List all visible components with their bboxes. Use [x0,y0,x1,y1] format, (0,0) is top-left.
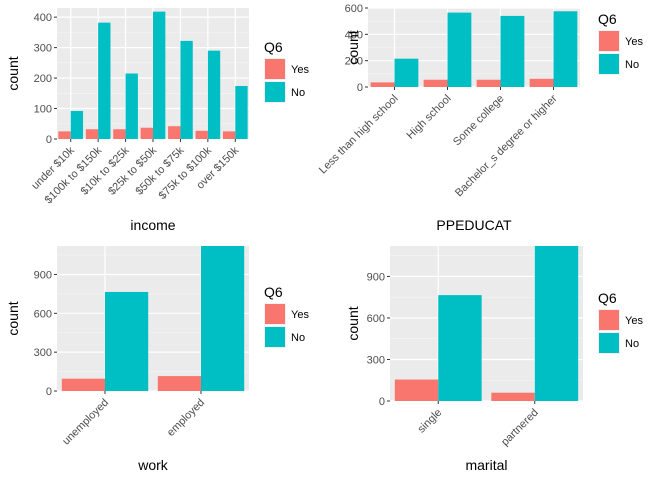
legend-label-no: No [291,87,305,99]
bar-no [553,11,578,88]
y-tick-label: 400 [345,29,363,41]
bar-yes [491,392,535,401]
x-axis-title: income [130,217,175,233]
x-tick-label: unemployed [60,397,111,448]
y-tick-label: 100 [34,104,52,116]
x-axis-title: PPEDUCAT [436,217,512,233]
y-axis-title: count [345,30,361,64]
legend: Q6 Yes No [598,290,643,354]
y-tick-label: 900 [34,269,52,281]
legend: Q6 Yes No [264,284,309,348]
chart-panel-4: 0 300 600 900 single partnered marital count Q6 Y… [345,246,643,473]
legend-key-yes [265,59,285,79]
y-tick-label: 0 [379,396,385,408]
bar-yes [85,129,99,139]
bar-no [180,40,193,139]
y-tick-label: 600 [367,313,385,325]
y-axis-title: count [5,56,21,90]
y-tick-label: 200 [34,73,52,85]
legend-key-yes [599,310,619,330]
legend-label-yes: Yes [625,315,643,327]
bar-no [235,85,248,139]
x-tick-label: Bachelor_s degree or higher [453,92,560,199]
bar-yes [195,130,208,139]
bar-yes [423,79,448,87]
legend-key-yes [599,31,619,51]
y-axis-title: count [345,306,361,340]
y-tick-label: 0 [357,82,363,94]
bar-yes [61,378,105,391]
y-tick-label: 900 [367,271,385,283]
bar-no [534,246,579,401]
x-tick-label: High school [404,93,453,142]
legend: Q6 Yes No [598,11,643,75]
legend-label-yes: Yes [625,36,643,48]
bar-no [394,58,419,87]
legend-title: Q6 [264,39,283,55]
bar-yes [529,78,554,87]
legend-title: Q6 [598,11,617,27]
bar-yes [168,126,181,139]
legend-label-no: No [625,338,639,350]
x-tick-label: Less than high school [317,93,401,177]
bar-no [153,11,166,139]
y-tick-label: 200 [345,56,363,68]
y-tick-label: 300 [34,43,52,55]
legend-label-yes: Yes [291,309,309,321]
bar-no [201,246,245,391]
bar-yes [476,79,501,87]
y-tick-label: 0 [46,386,52,398]
y-tick-label: 600 [34,308,52,320]
bar-yes [58,131,71,139]
y-tick-label: 0 [46,134,52,146]
chart-panel-2: 0 200 400 600 Less than high school High scho… [317,3,644,233]
legend-label-yes: Yes [291,64,309,76]
legend: Q6 Yes No [264,39,309,103]
legend-key-no [265,327,285,347]
legend-key-no [265,82,285,102]
legend-title: Q6 [598,290,617,306]
bar-yes [370,82,395,87]
legend-title: Q6 [264,284,283,300]
bar-yes [394,379,439,401]
bar-yes [140,127,153,139]
legend-label-no: No [291,332,305,344]
bar-no [447,12,472,87]
bar-no [125,73,138,139]
bar-no [105,291,149,391]
x-axis-title: marital [465,457,507,473]
bar-no [500,15,525,87]
bar-no [70,110,84,139]
x-tick-label: employed [165,397,207,439]
legend-key-no [599,54,619,74]
bar-yes [113,129,126,139]
bar-yes [157,376,201,391]
y-tick-label: 300 [367,354,385,366]
x-tick-label: single [416,407,445,436]
y-tick-label: 600 [345,3,363,15]
y-tick-label: 400 [34,12,52,24]
x-tick-label: Some college [451,93,507,149]
x-tick-label: partnered [499,407,541,449]
y-axis-title: count [5,301,21,335]
bar-no [438,295,482,401]
bar-no [207,50,221,139]
legend-key-no [599,333,619,353]
bar-yes [222,131,236,139]
legend-label-no: No [625,59,639,71]
y-tick-label: 300 [34,347,52,359]
x-axis-title: work [137,457,169,473]
bar-no [98,22,111,139]
legend-key-yes [265,304,285,324]
chart-panel-3: 0 300 600 900 unemployed employed work count Q6 Y… [5,246,309,473]
